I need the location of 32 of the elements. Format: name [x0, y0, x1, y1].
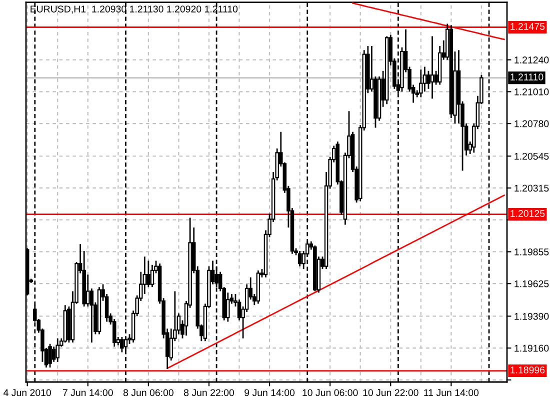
y-tick-label: 1.21010 [514, 88, 549, 96]
chart-title: EURUSD,H1 1.20930 1.21130 1.20920 1.21110 [30, 6, 238, 14]
x-tick-label: 4 Jun 2010 [3, 389, 52, 396]
ref-line-label: 1.18996 [510, 366, 545, 374]
candlestick [430, 36, 434, 100]
y-tick-label: 1.19160 [514, 344, 549, 352]
x-tick-label: 8 Jun 06:00 [123, 389, 174, 396]
y-tick-label: 1.21240 [514, 56, 549, 64]
x-tick-label: 7 Jun 14:00 [62, 389, 113, 396]
candlestick [48, 343, 52, 368]
ref-line-label: 1.21110 [510, 74, 544, 80]
x-tick-label: 11 Jun 14:00 [424, 389, 479, 396]
candlestick [146, 260, 150, 288]
x-tick-label: 8 Jun 22:00 [184, 389, 234, 396]
y-tick-label: 1.19855 [514, 248, 549, 256]
ref-line-label: 1.20125 [510, 210, 545, 217]
y-tick-label: 1.20780 [514, 120, 549, 128]
candlestick [150, 264, 154, 288]
candlestick [298, 250, 302, 267]
ref-line-label: 1.21475 [510, 22, 545, 30]
x-tick-label: 9 Jun 14:00 [244, 389, 295, 396]
candlestick [120, 336, 124, 353]
y-tick-label: 1.19390 [514, 312, 549, 320]
x-tick-label: 10 Jun 22:00 [363, 389, 418, 396]
candlestick [56, 338, 60, 363]
y-tick-label: 1.19625 [514, 280, 549, 288]
candlestick [419, 68, 423, 98]
candlestick [86, 274, 90, 308]
candlestick [226, 292, 230, 322]
y-tick-label: 1.20545 [514, 152, 549, 160]
x-tick-label: 10 Jun 06:00 [302, 389, 358, 396]
y-tick-label: 1.20315 [514, 184, 549, 192]
